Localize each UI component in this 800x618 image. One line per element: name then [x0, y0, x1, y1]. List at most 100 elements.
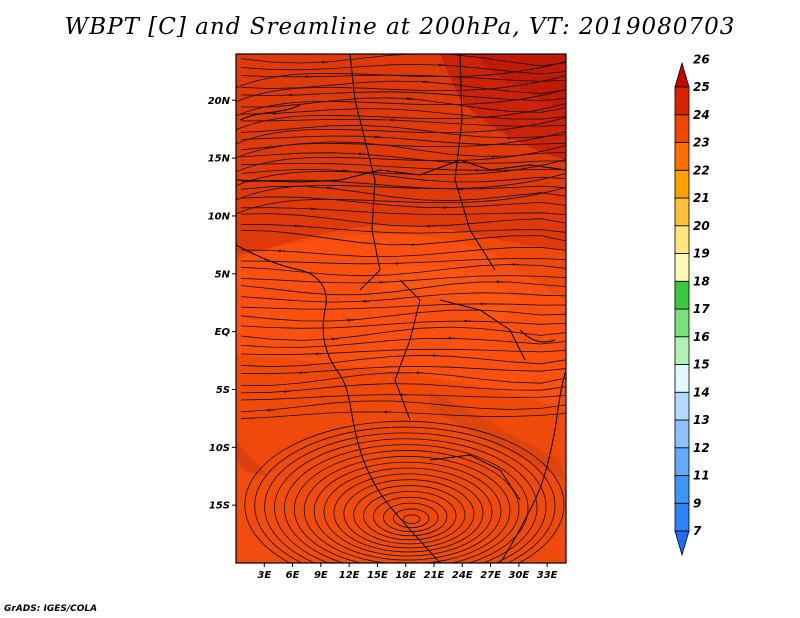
colorbar-box — [674, 197, 690, 227]
colorbar-max-triangle — [674, 61, 690, 88]
streamline-swirl — [353, 485, 466, 545]
colorbar-box — [674, 336, 690, 365]
colorbar-box — [674, 114, 690, 143]
streamline — [240, 354, 566, 368]
colorbar-label: 21 — [693, 191, 710, 205]
colorbar-label: 15 — [693, 358, 710, 372]
streamline-swirl — [284, 444, 529, 563]
colorbar-box — [674, 502, 690, 532]
streamline-swirl — [323, 467, 493, 557]
streamline-swirl — [383, 502, 439, 533]
streamline — [240, 108, 566, 120]
colorbar-box — [674, 86, 690, 116]
colorbar-label: 19 — [693, 247, 710, 261]
colorbar-label: 14 — [693, 385, 710, 399]
colorbar-label: 26 — [693, 52, 710, 66]
coastlines-borders — [236, 54, 566, 563]
colorbar-label: 17 — [693, 302, 710, 316]
colorbar-label: 20 — [693, 219, 710, 233]
streamline-swirl — [244, 420, 565, 563]
colorbar-label: 9 — [693, 496, 701, 510]
streamline-swirl — [274, 438, 538, 563]
streamline-swirl — [343, 479, 475, 549]
colorbar-min-triangle — [674, 530, 690, 557]
lat-tick-label: EQ — [215, 327, 231, 338]
colorbar-label: 13 — [693, 413, 710, 427]
streamline — [240, 292, 566, 303]
lon-tick-label: 6E — [286, 570, 300, 581]
chart-title: WBPT [C] and Sreamline at 200hPa, VT: 20… — [64, 14, 736, 40]
streamline-swirl — [254, 426, 556, 563]
colorbar-box — [674, 419, 690, 449]
lat-tick-label: 5S — [216, 385, 230, 396]
colorbar-box — [674, 364, 690, 393]
streamline-swirl — [392, 508, 430, 529]
streamline — [236, 74, 566, 103]
streamline-swirl — [264, 432, 547, 563]
streamline — [240, 118, 566, 127]
streamline — [236, 158, 566, 187]
lat-tick-label: 10N — [208, 211, 231, 222]
streamline — [240, 80, 566, 94]
streamline — [240, 411, 566, 420]
footer-credit: GrADS: IGES/COLA — [4, 604, 98, 614]
streamline — [240, 124, 566, 139]
streamline — [240, 213, 566, 227]
colorbar-label: 16 — [693, 330, 710, 344]
streamline — [236, 130, 566, 159]
streamline — [240, 179, 566, 190]
streamline-swirl — [363, 490, 457, 541]
colorbar-box — [674, 142, 690, 171]
colorbar-label: 24 — [693, 108, 710, 122]
colorbar-label: 23 — [693, 136, 710, 150]
lat-tick-label: 15S — [209, 501, 230, 512]
streamline — [240, 281, 566, 296]
lon-tick-label: 9E — [314, 570, 328, 581]
streamline — [236, 116, 566, 145]
colorbar-box — [674, 447, 690, 476]
colorbar: 7 9 11 12 13 14 15 16 17 18 19 20 21 22 23 24 25 26 — [674, 52, 710, 557]
lon-tick-label: 24E — [452, 570, 473, 581]
colorbar-box — [674, 253, 690, 282]
lon-tick-label: 18E — [395, 570, 416, 581]
lat-tick-labels: 20N 15N 10N 5N EQ 5S 10S 15S — [208, 96, 236, 512]
streamline — [240, 135, 566, 146]
streamline — [241, 372, 566, 386]
streamline — [236, 102, 566, 131]
streamline-swirl — [303, 455, 511, 563]
streamline-swirl — [293, 450, 520, 563]
lon-tick-label: 12E — [339, 570, 360, 581]
colorbar-label: 11 — [693, 469, 710, 483]
lat-tick-label: 5N — [215, 269, 231, 280]
streamline — [240, 400, 566, 413]
colorbar-box — [674, 225, 690, 254]
streamline-swirl — [313, 461, 502, 561]
lon-tick-labels: 3E 6E 9E 12E 15E 18E 21E 24E 27E 30E 33E — [257, 563, 558, 581]
lon-tick-label: 33E — [537, 570, 558, 581]
streamline — [240, 196, 566, 208]
lon-tick-label: 3E — [257, 570, 271, 581]
streamline — [240, 383, 566, 394]
lon-tick-label: 27E — [480, 570, 501, 581]
colorbar-label: 22 — [693, 163, 710, 177]
streamline — [240, 246, 566, 258]
colorbar-box — [674, 280, 690, 310]
streamline — [240, 320, 566, 329]
streamline — [236, 144, 566, 173]
colorbar-box — [674, 308, 690, 338]
streamline — [236, 88, 566, 117]
streamline — [240, 309, 566, 322]
lon-tick-label: 30E — [508, 570, 529, 581]
colorbar-label: 7 — [693, 524, 702, 538]
streamline — [236, 172, 566, 201]
colorbar-label: 18 — [693, 274, 710, 288]
streamline-swirl — [402, 514, 421, 524]
streamline-swirl — [373, 496, 448, 537]
streamline — [240, 275, 566, 284]
colorbar-box — [674, 391, 690, 421]
streamline — [240, 326, 566, 341]
streamline — [240, 152, 566, 164]
streamline — [240, 258, 566, 265]
lon-tick-label: 15E — [367, 570, 388, 581]
